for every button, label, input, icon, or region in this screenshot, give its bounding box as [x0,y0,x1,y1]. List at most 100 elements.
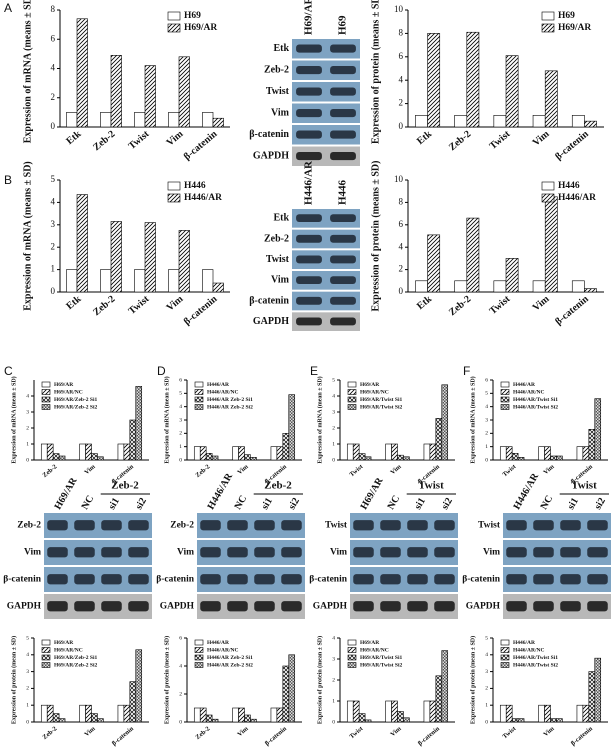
bar [576,446,584,461]
bar [58,455,66,461]
y-tick-label: 6 [179,635,182,641]
blot-band [330,296,356,305]
blot-band [296,65,322,75]
y-tick-label: 0 [51,121,56,131]
chart: 0 2 4 6 8 10 Expression of protein (means ± SD… [370,0,604,163]
protein-label: Zeb-2 [264,233,289,244]
bar [168,269,180,293]
legend-swatch [347,404,357,410]
protein-label: Vim [483,548,500,558]
bar [397,454,404,461]
bar [244,454,251,461]
legend-swatch [194,404,204,410]
legend-swatch [347,381,357,388]
x-tick-label: Etk [415,293,434,312]
bar [238,707,245,723]
y-axis-label: Expression of mRNA (mean ± SD) [10,376,17,463]
bar [202,269,214,293]
legend-swatch [500,404,510,410]
blot-band [330,214,356,223]
legend-label: H446/AR/NC [207,389,239,395]
bar [397,711,404,723]
protein-label: GAPDH [160,602,195,612]
x-tick-label: Twist [501,463,518,479]
bar [544,196,558,293]
panel-label: B [4,173,12,187]
x-tick-label: β-catenin [182,128,220,162]
y-tick-label: 1 [332,441,335,447]
blot-band [227,547,248,558]
y-axis-label: Expression of mRNA (mean ± SD) [163,376,170,463]
bar [403,717,410,723]
blot-band [380,520,401,531]
x-tick-label: Zeb-2 [41,725,58,741]
protein-label: β-catenin [156,575,194,585]
legend-label: H446/AR [513,382,536,388]
blot-band [560,520,581,531]
legend-label: H446/AR/Twist Si1 [513,397,558,403]
y-tick-label: 0 [179,457,182,463]
blot-band [330,151,356,161]
bar [211,455,219,461]
y-tick-label: 0 [179,719,182,725]
bar [594,398,602,461]
legend-swatch [347,389,357,395]
y-tick-label: 5 [26,635,29,641]
x-tick-label: Twist [501,725,518,741]
y-tick-label: 3 [26,669,29,675]
bar [584,288,597,293]
bar [135,386,143,461]
blot-band [281,547,302,558]
bar [46,443,54,461]
blot-band [296,108,322,118]
blot-band [353,547,374,558]
bar [40,704,48,723]
y-tick-label: 2 [26,425,29,431]
blot-strip [292,146,360,166]
legend-label: H446/AR/Twist Si1 [513,655,558,661]
lane-label: si1 [566,496,581,512]
blot-strip [292,312,360,331]
bar [250,457,257,461]
legend-label: H69/AR [184,23,217,33]
protein-label: Vim [24,548,41,558]
x-tick-label: Etk [64,293,83,312]
protein-label: Zeb-2 [17,521,41,531]
x-tick-label: Vim [236,463,250,476]
bar [499,446,507,461]
legend-swatch [347,639,357,646]
lane-label: NC [386,494,403,512]
protein-label: Zeb-2 [170,521,194,531]
x-tick-label: Twist [348,725,365,741]
legend-label: H69/AR/Twist Si1 [360,397,402,403]
bar [212,282,224,293]
y-axis-label: Expression of mRNA (mean ± SD) [316,376,323,463]
bar [556,718,563,723]
y-tick-label: 4 [485,404,488,410]
bar [76,194,88,293]
bar [144,222,156,293]
legend-swatch [194,654,204,661]
bar [66,269,78,293]
y-tick-label: 1 [51,264,56,274]
protein-label: Twist [325,521,348,531]
legend-label: H69/AR [360,382,380,388]
lane-label: si1 [413,496,428,512]
blot-band [281,574,302,585]
legend-swatch [41,662,51,668]
y-axis-label: Expression of protein (mean ± SD) [316,636,323,724]
blot-band [74,520,95,531]
bar [538,446,545,461]
western-blot: H69/AR H69 Etk Zeb-2 Twist Vim β-catenin GAPDH [249,0,360,166]
chart: 0 1 2 3 4 5 Expression of protein (mean ± SD) T… [469,635,608,747]
bar [517,457,525,461]
y-axis-label: Expression of protein (mean ± SD) [10,636,17,724]
blot-band [74,547,95,558]
y-tick-label: 0 [26,457,29,463]
lane-label: H69/AR [53,475,80,511]
bar [205,453,213,461]
bar [429,443,437,461]
blot-band [330,255,356,264]
blot-band [254,574,275,585]
